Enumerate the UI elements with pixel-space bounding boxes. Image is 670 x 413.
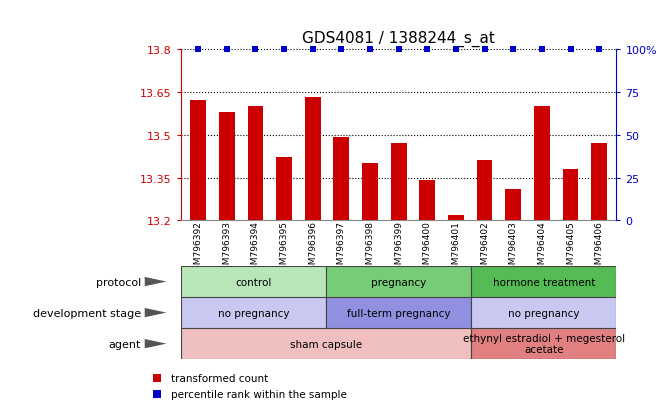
Bar: [190, 101, 206, 221]
Bar: [326, 297, 471, 328]
Bar: [448, 215, 464, 221]
Bar: [181, 297, 326, 328]
Text: full-term pregnancy: full-term pregnancy: [347, 308, 450, 318]
Text: no pregnancy: no pregnancy: [218, 308, 289, 318]
Text: control: control: [235, 277, 271, 287]
Bar: [563, 169, 578, 221]
Bar: [419, 181, 436, 221]
Text: transformed count: transformed count: [171, 373, 268, 383]
Text: percentile rank within the sample: percentile rank within the sample: [171, 389, 347, 399]
Bar: [477, 161, 492, 221]
Bar: [471, 297, 616, 328]
Text: sham capsule: sham capsule: [290, 339, 362, 349]
Bar: [362, 164, 378, 221]
Text: pregnancy: pregnancy: [371, 277, 426, 287]
Title: GDS4081 / 1388244_s_at: GDS4081 / 1388244_s_at: [302, 31, 495, 47]
Bar: [181, 266, 326, 297]
Text: agent: agent: [109, 339, 141, 349]
Bar: [471, 328, 616, 359]
Polygon shape: [145, 308, 166, 318]
Polygon shape: [145, 339, 166, 349]
Text: ethynyl estradiol + megesterol
acetate: ethynyl estradiol + megesterol acetate: [463, 333, 625, 355]
Bar: [247, 107, 263, 221]
Bar: [305, 98, 320, 221]
Text: hormone treatment: hormone treatment: [492, 277, 595, 287]
Bar: [326, 266, 471, 297]
Polygon shape: [145, 277, 166, 287]
Text: protocol: protocol: [96, 277, 141, 287]
Bar: [276, 158, 292, 221]
Bar: [391, 144, 407, 221]
Bar: [592, 144, 607, 221]
Bar: [471, 266, 616, 297]
Text: no pregnancy: no pregnancy: [508, 308, 580, 318]
Bar: [534, 107, 550, 221]
Text: development stage: development stage: [33, 308, 141, 318]
Bar: [505, 190, 521, 221]
Bar: [181, 328, 471, 359]
Bar: [334, 138, 349, 221]
Bar: [219, 112, 234, 221]
